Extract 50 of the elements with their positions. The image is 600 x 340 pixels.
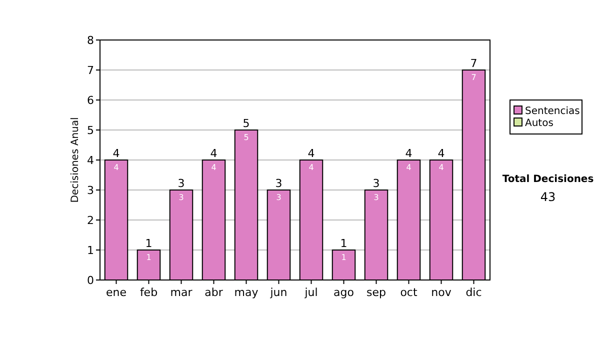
data-label: 4 <box>438 163 444 172</box>
data-label: 4 <box>308 163 314 172</box>
legend-label: Sentencias <box>525 106 580 117</box>
x-tick-label: dic <box>466 286 482 299</box>
y-tick-label: 4 <box>87 154 94 167</box>
x-tick-label: feb <box>140 286 158 299</box>
text: 43 <box>540 190 556 204</box>
x-tick-label: sep <box>366 286 386 299</box>
total-label: 4 <box>308 147 315 160</box>
data-label: 1 <box>146 253 152 262</box>
data-label: 4 <box>211 163 216 172</box>
y-tick-label: 6 <box>87 94 94 107</box>
data-label: 3 <box>374 193 379 202</box>
data-label: 4 <box>114 163 119 172</box>
total-label: 5 <box>242 117 250 130</box>
total-label: 4 <box>438 147 445 160</box>
x-tick-label: mar <box>170 286 193 299</box>
x-tick-label: oct <box>400 286 418 299</box>
total-label: 3 <box>275 177 282 190</box>
y-tick-label: 1 <box>87 244 94 257</box>
total-label: 3 <box>372 177 380 190</box>
data-label: 5 <box>244 133 249 142</box>
text: Total Decisiones <box>502 174 594 185</box>
x-tick-label: jun <box>269 286 288 299</box>
y-tick-label: 7 <box>87 64 94 77</box>
total-label: 4 <box>210 147 218 160</box>
x-tick-label: abr <box>204 286 224 299</box>
y-tick-label: 2 <box>87 214 94 227</box>
y-tick-label: 5 <box>87 124 94 137</box>
total-label: 4 <box>112 147 120 160</box>
total-label: 3 <box>178 177 185 190</box>
y-tick-label: 8 <box>87 34 94 47</box>
y-tick-label: 0 <box>87 274 94 287</box>
data-label: 3 <box>276 193 282 202</box>
total-label: 7 <box>470 57 478 70</box>
x-tick-label: ene <box>106 286 127 299</box>
data-label: 7 <box>471 73 476 82</box>
legend-label: Autos <box>525 118 554 129</box>
x-tick-label: nov <box>431 286 452 299</box>
y-axis-title: Decisiones Anual <box>70 117 81 203</box>
total-label: 1 <box>340 237 348 250</box>
data-label: 1 <box>341 253 346 262</box>
data-label: 3 <box>178 193 184 202</box>
x-tick-label: jul <box>304 286 318 299</box>
y-tick-label: 3 <box>87 184 94 197</box>
x-tick-label: ago <box>334 286 354 299</box>
data-label: 4 <box>406 163 412 172</box>
total-label: 4 <box>405 147 412 160</box>
total-label: 1 <box>145 237 152 250</box>
x-tick-label: may <box>234 286 259 299</box>
